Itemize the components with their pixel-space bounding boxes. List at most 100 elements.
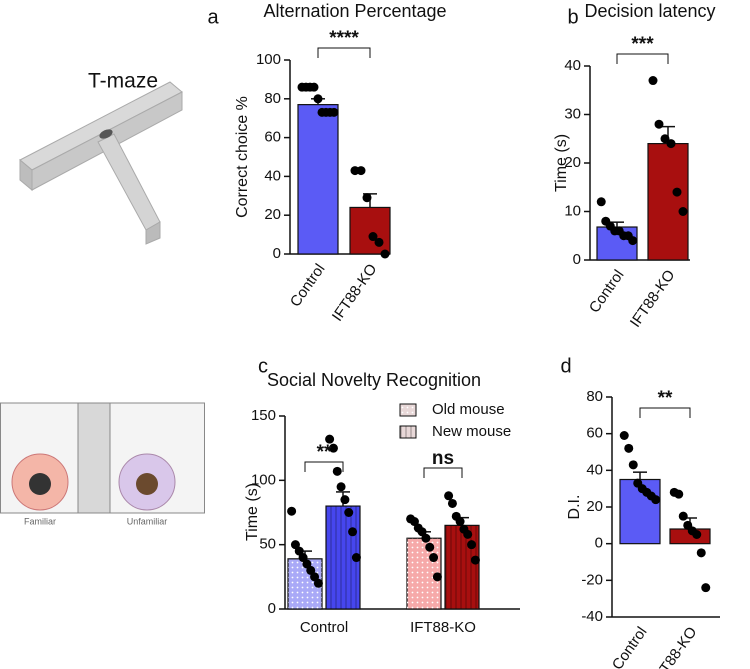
significance-bracket xyxy=(639,407,691,418)
panel-label: d xyxy=(560,355,571,377)
t-maze-label: T-maze xyxy=(88,70,158,93)
panel-label: a xyxy=(207,6,219,28)
significance-label: ** xyxy=(658,388,673,409)
data-point xyxy=(313,94,323,104)
y-tick-label: 50 xyxy=(259,536,276,553)
bar xyxy=(349,206,391,255)
x-tick-label: IFT88-KO xyxy=(410,619,476,636)
data-point xyxy=(287,506,297,516)
x-tick-label: IFT88-KO xyxy=(627,267,679,331)
significance-bracket xyxy=(616,53,669,64)
data-point xyxy=(648,76,658,86)
data-point xyxy=(628,460,638,470)
data-point xyxy=(374,237,384,247)
data-point xyxy=(455,517,465,527)
data-point xyxy=(351,553,361,563)
x-tick-label: IFT88-KO xyxy=(329,261,381,325)
data-point xyxy=(692,530,702,539)
panel-label: b xyxy=(567,6,578,28)
y-axis-label: Time (s) xyxy=(553,134,570,192)
panel-label: c xyxy=(258,355,268,377)
data-point xyxy=(654,119,664,129)
data-point xyxy=(447,498,457,508)
y-tick-label: 100 xyxy=(251,471,276,488)
y-tick-label: 20 xyxy=(564,154,581,171)
significance-bracket xyxy=(423,467,463,478)
bar xyxy=(297,104,339,255)
bar-pattern xyxy=(445,525,479,609)
x-tick-label: Control xyxy=(609,624,651,669)
data-point xyxy=(596,197,606,207)
significance-label: ** xyxy=(317,442,332,463)
y-tick-label: 0 xyxy=(595,535,603,552)
y-axis-label: D.I. xyxy=(566,495,583,520)
y-tick-label: 0 xyxy=(268,600,276,617)
y-tick-label: 80 xyxy=(586,388,603,405)
chart-title: Decision latency xyxy=(584,1,715,21)
legend-pattern xyxy=(400,404,416,416)
data-point xyxy=(678,207,688,216)
y-tick-label: 0 xyxy=(273,245,281,262)
t-maze-illustration: T-maze xyxy=(19,70,183,245)
x-tick-label: IFT88-KO xyxy=(649,624,701,669)
data-point xyxy=(463,529,473,539)
data-point xyxy=(651,495,661,505)
y-tick-label: 10 xyxy=(564,202,581,219)
data-point xyxy=(348,527,358,537)
legend-pattern xyxy=(400,426,416,438)
data-point xyxy=(696,548,706,558)
y-tick-label: 0 xyxy=(573,251,581,268)
data-point xyxy=(325,434,335,444)
y-tick-label: -40 xyxy=(581,608,603,625)
y-tick-label: 100 xyxy=(256,51,281,68)
data-point xyxy=(344,508,354,517)
data-point xyxy=(467,540,477,550)
data-point xyxy=(332,466,342,476)
legend-label: New mouse xyxy=(432,423,511,440)
y-tick-label: 60 xyxy=(586,425,603,442)
y-tick-label: 40 xyxy=(264,167,281,184)
data-point xyxy=(368,232,378,242)
y-tick-label: 40 xyxy=(586,461,603,478)
chart-title: Alternation Percentage xyxy=(263,1,446,21)
significance-bracket xyxy=(304,461,344,472)
data-point xyxy=(309,82,319,92)
significance-label: *** xyxy=(631,34,654,55)
y-axis-label: Time (s) xyxy=(244,483,261,541)
bar xyxy=(647,143,689,261)
y-tick-label: 150 xyxy=(251,407,276,424)
x-tick-label: Control xyxy=(287,261,329,310)
legend-label: Old mouse xyxy=(432,401,505,418)
data-point xyxy=(313,578,323,588)
data-point xyxy=(421,533,431,543)
data-point xyxy=(470,555,480,565)
data-point xyxy=(619,431,629,440)
data-point xyxy=(329,107,339,117)
familiar-label: Familiar xyxy=(24,516,56,526)
data-point xyxy=(356,166,366,176)
y-tick-label: 20 xyxy=(264,206,281,223)
data-point xyxy=(660,134,670,144)
data-point xyxy=(380,249,390,259)
data-point xyxy=(362,193,372,203)
significance-bracket xyxy=(317,47,371,58)
data-point xyxy=(432,572,442,582)
data-point xyxy=(336,482,346,492)
data-point xyxy=(328,443,338,453)
data-point xyxy=(628,236,638,246)
y-tick-label: 30 xyxy=(564,105,581,122)
y-tick-label: -20 xyxy=(581,571,603,588)
chart-title: Social Novelty Recognition xyxy=(267,370,481,390)
data-point xyxy=(678,511,688,521)
data-point xyxy=(444,491,454,501)
data-point xyxy=(425,542,435,552)
data-point xyxy=(674,489,684,499)
y-tick-label: 80 xyxy=(264,90,281,107)
x-tick-label: Control xyxy=(300,619,348,636)
data-point xyxy=(701,583,711,593)
y-tick-label: 60 xyxy=(264,129,281,146)
data-point xyxy=(429,553,439,563)
unfamiliar-label: Unfamiliar xyxy=(127,516,168,526)
data-point xyxy=(666,139,676,149)
